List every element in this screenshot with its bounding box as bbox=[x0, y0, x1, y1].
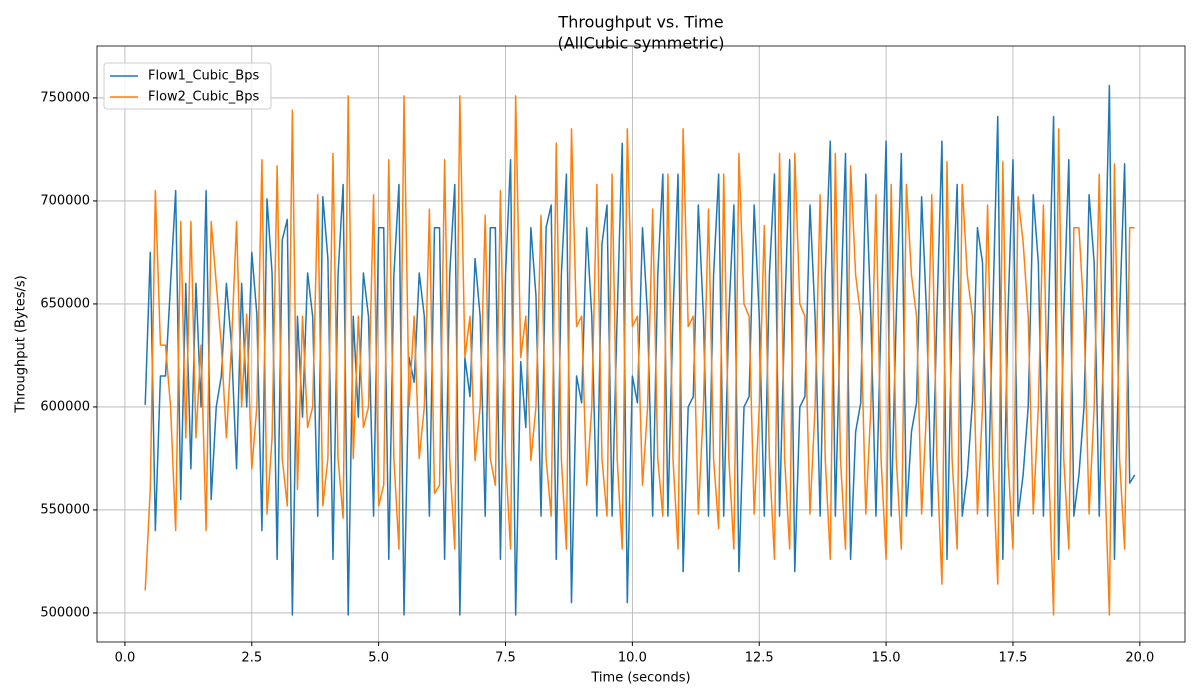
y-tick-label: 700000 bbox=[40, 193, 90, 208]
x-axis-label: Time (seconds) bbox=[590, 671, 690, 686]
legend-box bbox=[103, 62, 272, 110]
chart-title: Throughput vs. Time bbox=[557, 13, 723, 32]
x-tick-label: 5.0 bbox=[368, 651, 389, 666]
x-tick-label: 0.0 bbox=[115, 651, 136, 666]
x-tick-label: 12.5 bbox=[745, 651, 774, 666]
y-tick-label: 600000 bbox=[40, 399, 90, 414]
x-tick-label: 20.0 bbox=[1125, 651, 1154, 666]
x-tick-label: 2.5 bbox=[241, 651, 262, 666]
x-tick-label: 15.0 bbox=[872, 651, 901, 666]
y-tick-label: 500000 bbox=[40, 605, 90, 620]
y-tick-label: 650000 bbox=[40, 296, 90, 311]
x-tick-label: 7.5 bbox=[495, 651, 516, 666]
y-tick-label: 550000 bbox=[40, 502, 90, 517]
y-tick-label: 750000 bbox=[40, 90, 90, 105]
x-tick-label: 17.5 bbox=[998, 651, 1027, 666]
x-tick-label: 10.0 bbox=[618, 651, 647, 666]
legend-label: Flow1_Cubic_Bps bbox=[148, 69, 259, 84]
y-axis-label: Throughput (Bytes/s) bbox=[14, 275, 29, 413]
plot-frame bbox=[96, 45, 1186, 643]
legend-label: Flow2_Cubic_Bps bbox=[148, 90, 259, 105]
chart-subtitle: (AllCubic symmetric) bbox=[557, 34, 724, 53]
series-line bbox=[144, 95, 1135, 616]
series-line bbox=[144, 84, 1136, 616]
